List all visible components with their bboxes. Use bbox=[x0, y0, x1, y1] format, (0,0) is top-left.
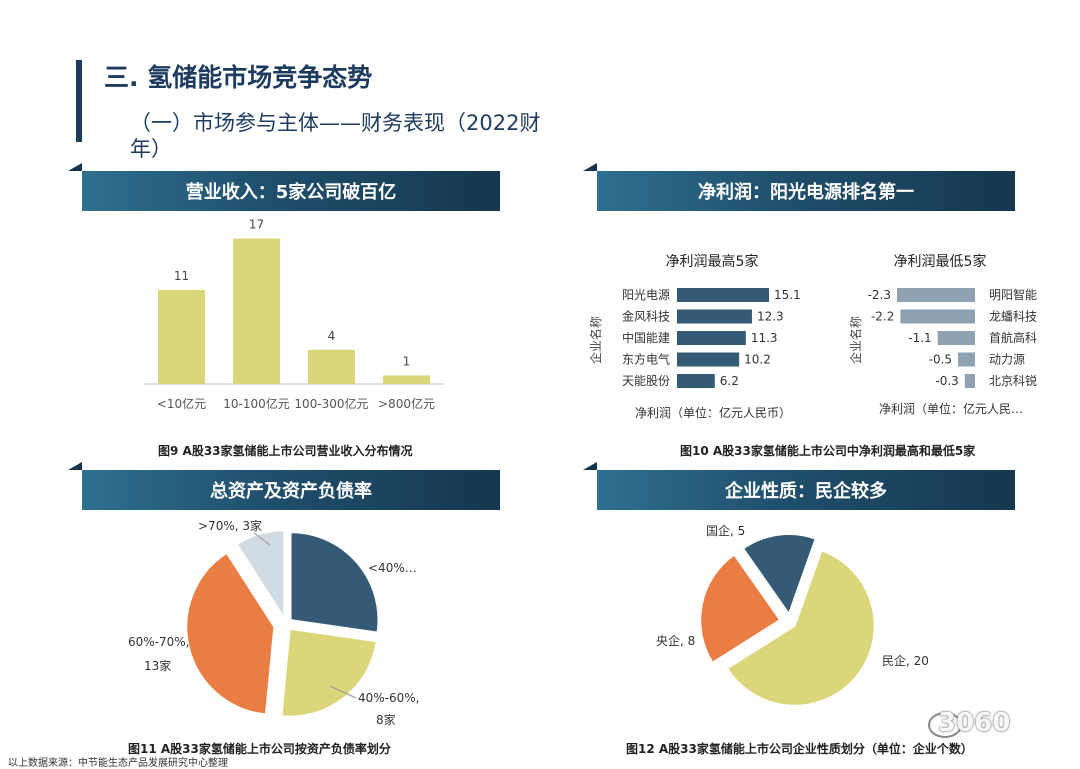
revenue-banner: 营业收入：5家公司破百亿 bbox=[68, 163, 500, 211]
top5-value-label: 15.1 bbox=[774, 288, 801, 302]
asset-pie-slice bbox=[235, 529, 286, 622]
nature-pie-slice bbox=[699, 553, 782, 665]
fig10-caption: 图10 A股33家氢储能上市公司中净利润最高和最低5家 bbox=[680, 444, 976, 458]
top5-value-label: 12.3 bbox=[757, 310, 784, 324]
bottom5-x-axis-label: 净利润（单位：亿元人民… bbox=[879, 401, 1023, 416]
nature-pie-slice bbox=[725, 549, 876, 707]
asset-pie-label: 60%-70%, bbox=[128, 635, 190, 649]
asset-pie-slice bbox=[185, 551, 276, 716]
asset-pie-slice bbox=[289, 531, 380, 634]
asset-pie-label: 8家 bbox=[376, 712, 396, 727]
bottom5-bar bbox=[958, 352, 975, 367]
bottom5-bar bbox=[964, 374, 975, 388]
asset-pie-label: 13家 bbox=[144, 658, 171, 673]
top5-company-label: 阳光电源 bbox=[622, 288, 670, 302]
bottom5-company-label: 龙蟠科技 bbox=[989, 310, 1037, 324]
revenue-bar-value: 1 bbox=[403, 354, 411, 368]
revenue-bar bbox=[233, 238, 280, 384]
asset-pie-slice bbox=[280, 627, 378, 718]
profit-banner: 净利润：阳光电源排名第一 bbox=[583, 163, 1015, 211]
nature-pie-slice bbox=[741, 533, 817, 617]
revenue-bar bbox=[308, 349, 355, 384]
top5-value-label: 6.2 bbox=[720, 374, 739, 388]
top5-bar bbox=[677, 352, 740, 367]
nature-pie-label: 民企, 20 bbox=[882, 653, 929, 668]
nature-pie-label: 央企, 8 bbox=[656, 633, 695, 648]
revenue-category-label: 100-300亿元 bbox=[294, 396, 368, 411]
asset-pie-leader-line bbox=[253, 532, 271, 546]
fig12-caption: 图12 A股33家氢储能上市公司企业性质划分（单位：企业个数） bbox=[626, 742, 973, 756]
top5-bar bbox=[677, 331, 746, 345]
page-subtitle: （一）市场参与主体——财务表现（2022财年） bbox=[130, 111, 541, 161]
assets-banner: 总资产及资产负债率 bbox=[68, 462, 500, 510]
bottom5-y-axis-label: 企业名称 bbox=[848, 316, 863, 364]
fig11-caption: 图11 A股33家氢储能上市公司按资产负债率划分 bbox=[128, 742, 391, 756]
bottom5-company-label: 首航高科 bbox=[989, 330, 1037, 345]
top5-company-label: 金风科技 bbox=[622, 309, 670, 324]
top5-bar bbox=[677, 288, 769, 302]
profit-banner-label: 净利润：阳光电源排名第一 bbox=[698, 182, 914, 203]
revenue-category-label: >800亿元 bbox=[378, 396, 435, 411]
bottom5-bar bbox=[900, 309, 975, 324]
top5-y-axis-label: 企业名称 bbox=[588, 316, 603, 364]
title-accent-bar bbox=[76, 60, 82, 142]
top5-company-label: 天能股份 bbox=[622, 374, 670, 388]
revenue-bar bbox=[158, 289, 205, 384]
asset-pie-label: >70%, 3家 bbox=[198, 518, 262, 533]
nature-banner: 企业性质：民企较多 bbox=[583, 462, 1015, 510]
revenue-category-label: 10-100亿元 bbox=[223, 396, 290, 411]
top5-company-label: 东方电气 bbox=[622, 352, 670, 367]
bottom5-bar bbox=[937, 331, 975, 345]
nature-pie-label: 国企, 5 bbox=[706, 523, 745, 538]
bottom5-value-label: -1.1 bbox=[908, 331, 931, 345]
bottom5-value-label: -2.3 bbox=[868, 288, 891, 302]
top5-value-label: 11.3 bbox=[751, 331, 778, 345]
top5-bar bbox=[677, 309, 752, 324]
asset-pie-leader-line bbox=[329, 685, 357, 699]
nature-banner-label: 企业性质：民企较多 bbox=[725, 481, 887, 502]
bottom5-value-label: -0.5 bbox=[929, 353, 952, 367]
page-title: 三. 氢储能市场竞争态势 bbox=[104, 63, 373, 92]
bottom5-bar bbox=[897, 288, 975, 302]
bottom5-company-label: 明阳智能 bbox=[989, 287, 1037, 302]
top5-company-label: 中国能建 bbox=[622, 330, 670, 345]
fig9-caption: 图9 A股33家氢储能上市公司营业收入分布情况 bbox=[158, 444, 413, 458]
revenue-bar-value: 4 bbox=[328, 329, 336, 343]
revenue-banner-label: 营业收入：5家公司破百亿 bbox=[185, 182, 397, 203]
bottom5-value-label: -2.2 bbox=[871, 310, 894, 324]
revenue-bar-value: 17 bbox=[249, 218, 264, 232]
data-source-note: 以上数据来源：中节能生态产品发展研究中心整理 bbox=[8, 758, 228, 769]
bottom5-value-label: -0.3 bbox=[935, 374, 958, 388]
revenue-bar-value: 11 bbox=[174, 269, 189, 283]
top5-value-label: 10.2 bbox=[744, 353, 771, 367]
bottom5-company-label: 动力源 bbox=[989, 353, 1025, 367]
top5-x-axis-label: 净利润（单位：亿元人民币） bbox=[635, 405, 791, 420]
asset-pie-label: <40%… bbox=[368, 561, 417, 575]
asset-pie-label: 40%-60%, bbox=[358, 691, 420, 705]
top5-bar bbox=[677, 374, 715, 388]
watermark-text: 3060 bbox=[938, 708, 1011, 738]
revenue-bar bbox=[383, 375, 430, 384]
bottom5-title: 净利润最低5家 bbox=[894, 253, 987, 270]
bottom5-company-label: 北京科锐 bbox=[989, 374, 1037, 388]
wechat-icon bbox=[928, 712, 962, 738]
revenue-category-label: <10亿元 bbox=[157, 396, 206, 411]
top5-title: 净利润最高5家 bbox=[666, 253, 759, 270]
assets-banner-label: 总资产及资产负债率 bbox=[210, 481, 372, 502]
